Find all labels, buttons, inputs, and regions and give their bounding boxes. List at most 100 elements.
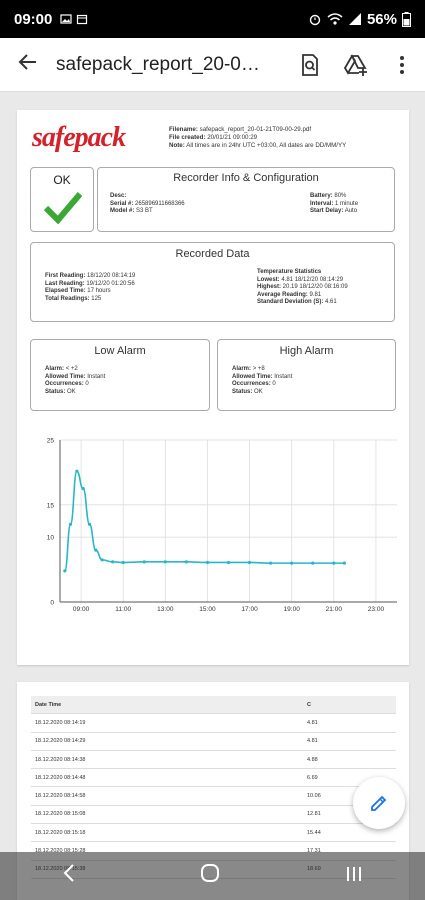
table-row: 18.12.2020 08:14:58 10.06 [31,787,396,806]
search-document-icon [302,53,318,76]
cell-celsius: 10.06 [307,793,321,800]
recorder-info-box: Recorder Info & Configuration Desc: Seri… [97,167,395,232]
readings-table: Date Time C 18.12.2020 08:14:19 4.81 18.12… [31,696,396,879]
data-point [163,560,167,564]
y-tick-label: 10 [47,535,55,542]
cell-celsius: 17.31 [307,848,321,854]
data-point [121,560,125,565]
signal-icon [348,13,361,25]
data-point [184,560,188,564]
data-point [332,561,336,565]
data-point [205,560,210,565]
data-point [68,522,73,526]
recorded-data-title: Recorded Data [175,248,250,260]
check-icon [43,192,83,224]
temperature-chart: 09:00 11:00 13:00 15:00 17:00 19:00 21:00 23:00… [25,432,405,632]
low-alarm-box: Low Alarm Alarm: < +2 Allowed Time: Inst… [30,339,210,411]
cell-celsius: 4.81 [307,719,318,726]
nav-recents-button[interactable] [345,863,363,889]
cell-datetime: 18.12.2020 08:14:29 [35,738,86,745]
x-tick-label: 19:00 [284,606,301,613]
cell-celsius: 12.81 [307,811,321,818]
document-title: safepack_report_20-0… [56,53,260,75]
stats-title: Temperature Statistics [257,269,322,275]
model-number: S3 BT [136,208,153,214]
cell-datetime: 18.12.2020 08:15:18 [35,829,86,836]
add-to-drive-button[interactable] [333,53,379,76]
file-meta: Filename: safepack_report_20-01-21T09-00… [169,126,347,149]
notification-icons [60,13,88,25]
system-nav-bar [0,852,425,900]
data-point [100,558,104,562]
data-point [94,548,98,552]
back-button[interactable] [0,51,56,79]
safepack-logo: safepack [32,122,126,153]
data-point [290,561,294,565]
status-box: OK [30,167,94,232]
interval: 1 minute [335,200,359,207]
table-row: 18.12.2020 08:14:19 4.81 [31,714,396,733]
pdf-page-1: safepack Filename: safepack_report_20-01… [17,110,409,665]
note: All times are in 24hr UTC +03:00, All da… [186,142,347,149]
table-row: 18.12.2020 08:15:18 15.44 [31,824,396,843]
data-point [342,561,346,565]
recorder-info-title: Recorder Info & Configuration [173,172,319,184]
data-point [226,560,231,565]
y-tick-label: 25 [47,438,55,445]
data-point [87,522,92,526]
data-point [269,561,273,565]
alarm-icon [309,14,321,26]
start-delay: Auto [344,208,358,214]
x-tick-label: 13:00 [157,606,174,613]
header-datetime: Date Time [35,701,62,708]
table-row: 18.12.2020 08:14:48 6.69 [31,769,396,788]
table-row: 18.12.2020 08:14:38 4.88 [31,751,396,770]
low-alarm-title: Low Alarm [94,345,146,357]
nav-home-button[interactable] [200,863,220,889]
series-line [64,470,345,572]
temperature-chart-svg: 09:00 11:00 13:00 15:00 17:00 19:00 21:00 23:00… [47,438,397,613]
cell-datetime: 18.12.2020 08:14:48 [35,774,86,781]
image-icon [60,14,72,24]
y-tick-label: 0 [50,600,54,607]
cell-datetime: 18.12.2020 08:14:58 [35,793,86,800]
data-point [142,560,146,564]
cell-celsius: 6.69 [307,774,318,781]
recorder-battery: 80% [334,193,347,199]
cell-celsius: 4.81 [307,738,318,745]
y-tick-label: 15 [47,502,55,509]
cell-datetime: 18.12.2020 08:15:08 [35,811,86,818]
high-alarm-box: High Alarm Alarm: > +8 Allowed Time: Ins… [217,339,396,411]
cell-datetime: 18.12.2020 08:14:38 [35,756,86,763]
wifi-icon [327,13,343,25]
cell-celsius: 4.88 [307,756,318,763]
system-icons: 56% [308,11,411,28]
data-point [111,560,115,564]
search-document-button[interactable] [287,53,333,76]
high-alarm-title: High Alarm [279,345,334,357]
x-tick-label: 11:00 [115,606,131,613]
x-tick-label: 09:00 [73,606,90,613]
cell-celsius: 15.44 [307,829,321,836]
more-options-button[interactable] [379,55,425,75]
serial-number: 265896911668366 [135,200,185,207]
filename: safepack_report_20-01-21T09-00-29.pdf [199,126,312,133]
table-row: 18.12.2020 08:14:29 4.81 [31,733,396,751]
data-point [311,561,315,565]
recents-icon [346,867,361,881]
status-time: 09:00 [14,10,53,28]
pdf-viewer[interactable]: safepack Filename: safepack_report_20-01… [0,92,425,900]
x-tick-label: 21:00 [326,606,343,613]
pencil-icon [371,795,387,811]
x-tick-label: 15:00 [199,606,216,613]
arrow-back-icon [18,53,36,70]
status-bar: 09:00 56% [0,0,425,38]
edit-fab-button[interactable] [353,777,405,829]
nav-back-button[interactable] [62,863,76,889]
app-bar: safepack_report_20-0… [0,38,425,92]
status-label: OK [53,173,71,187]
data-point [81,487,85,491]
cell-datetime: 18.12.2020 08:15:28 [35,848,307,854]
data-point [247,560,252,565]
drive-add-icon [344,53,367,76]
